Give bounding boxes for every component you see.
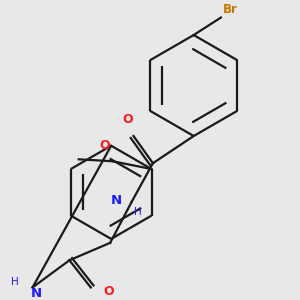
Text: H: H [11, 277, 19, 286]
Text: O: O [122, 113, 133, 126]
Text: N: N [31, 287, 42, 300]
Text: Br: Br [223, 3, 238, 16]
Text: O: O [103, 285, 114, 298]
Text: O: O [100, 139, 110, 152]
Text: N: N [110, 194, 122, 207]
Text: H: H [134, 207, 141, 217]
